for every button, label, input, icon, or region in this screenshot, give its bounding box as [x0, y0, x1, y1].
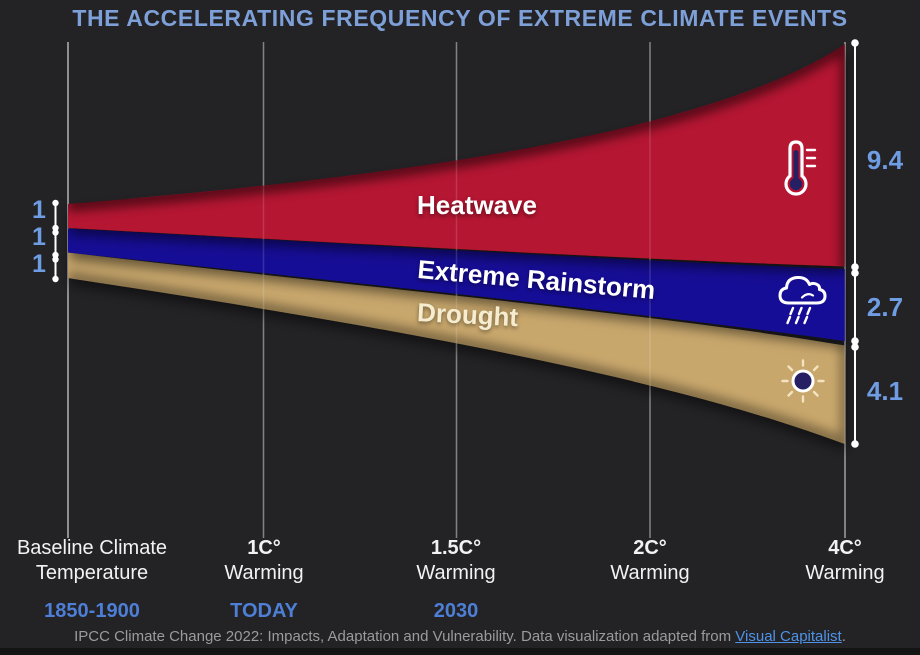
- heatwave-band-shape: [68, 44, 845, 267]
- drought-band-label: Drought: [416, 297, 519, 333]
- x-axis-label-line2: Warming: [610, 562, 690, 584]
- x-axis-label-baseline: Baseline Climate Temperature 1850-1900: [0, 536, 202, 624]
- x-axis-label-line1: 2C°: [633, 537, 667, 559]
- source-text-suffix: .: [841, 628, 846, 645]
- x-axis-label-line1: 1.5C°: [430, 537, 482, 559]
- x-axis-label-line2: Warming: [416, 562, 496, 584]
- bottom-strip: [0, 648, 920, 655]
- x-axis-label-1-5c: 1.5C° Warming 2030: [346, 536, 566, 624]
- x-axis-label-line1: 4C°: [828, 537, 862, 559]
- x-axis-sublabel: 1850-1900: [44, 600, 140, 622]
- x-axis-label-1c: 1C° Warming TODAY: [154, 536, 374, 624]
- x-axis-label-line2: Temperature: [35, 562, 149, 584]
- heatwave-band-label: Heatwave: [417, 190, 537, 220]
- page-title: THE ACCELERATING FREQUENCY OF EXTREME CL…: [72, 5, 848, 31]
- rainstorm-band-shape: [68, 228, 845, 341]
- drought-band-shape: [68, 252, 845, 444]
- x-axis-sublabel: [540, 599, 760, 622]
- x-axis-label-line1: Baseline Climate: [16, 537, 168, 559]
- x-axis-label-line1: 1C°: [247, 537, 281, 559]
- x-axis-label-4c: 4C° Warming: [735, 536, 920, 622]
- rain-cloud-icon: [778, 275, 827, 325]
- visual-capitalist-link[interactable]: Visual Capitalist: [735, 628, 842, 645]
- rainstorm-end-value: 2.7: [866, 292, 904, 322]
- source-attribution: IPCC Climate Change 2022: Impacts, Adapt…: [0, 628, 920, 645]
- x-axis-label-2c: 2C° Warming: [540, 536, 760, 622]
- thermometer-icon: [784, 140, 817, 196]
- sun-icon: [781, 359, 825, 403]
- drought-end-value: 4.1: [866, 376, 904, 406]
- x-axis-sublabel: TODAY: [230, 600, 298, 622]
- gridlines-overlay: [262, 42, 846, 538]
- source-text: IPCC Climate Change 2022: Impacts, Adapt…: [74, 628, 736, 645]
- heatwave-baseline-value: 1: [32, 196, 46, 224]
- x-axis-label-line2: Warming: [224, 562, 304, 584]
- x-axis-sublabel: [735, 599, 920, 622]
- heatwave-end-value: 9.4: [866, 145, 904, 175]
- end-bracket: [851, 39, 859, 448]
- drought-baseline-value: 1: [32, 250, 46, 278]
- rainstorm-baseline-value: 1: [32, 223, 46, 251]
- baseline-bracket: [52, 199, 59, 283]
- x-axis-label-line2: Warming: [805, 562, 885, 584]
- x-axis-sublabel: 2030: [433, 600, 479, 622]
